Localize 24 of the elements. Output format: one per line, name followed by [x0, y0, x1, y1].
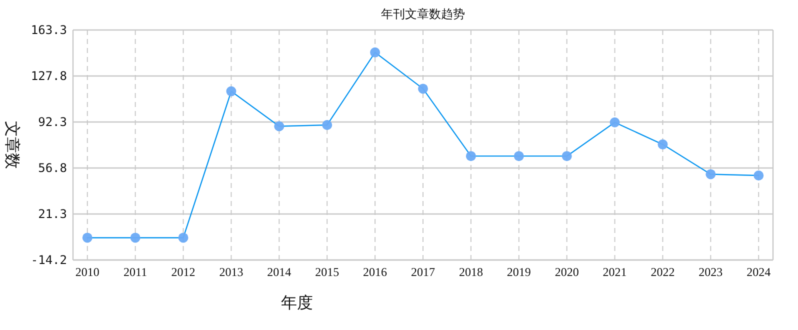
- x-tick-label: 2012: [171, 265, 196, 279]
- y-tick-label: 21.3: [38, 207, 67, 221]
- x-tick-label: 2015: [315, 265, 340, 279]
- x-tick-label: 2018: [458, 265, 483, 279]
- x-tick-label: 2019: [506, 265, 531, 279]
- y-axis-title: 文章数: [3, 121, 21, 169]
- y-tick-label: -14.2: [30, 253, 67, 267]
- x-tick-label: 2023: [698, 265, 723, 279]
- x-tick-label: 2021: [602, 265, 627, 279]
- y-tick-label: 56.8: [38, 161, 67, 175]
- x-tick-label: 2013: [219, 265, 244, 279]
- y-tick-label: 127.8: [30, 69, 67, 83]
- x-axis-title: 年度: [281, 294, 313, 312]
- x-tick-label: 2011: [124, 265, 148, 279]
- x-tick-label: 2010: [75, 265, 100, 279]
- y-tick-label: 163.3: [30, 23, 67, 37]
- x-tick-label: 2020: [554, 265, 579, 279]
- x-tick-label: 2024: [746, 265, 771, 279]
- y-tick-label: 92.3: [38, 115, 67, 129]
- x-tick-label: 2017: [411, 265, 435, 279]
- x-tick-label: 2016: [363, 265, 388, 279]
- chart-title: 年刊文章数趋势: [381, 7, 465, 21]
- x-tick-label: 2022: [650, 265, 675, 279]
- x-tick-label: 2014: [267, 265, 292, 279]
